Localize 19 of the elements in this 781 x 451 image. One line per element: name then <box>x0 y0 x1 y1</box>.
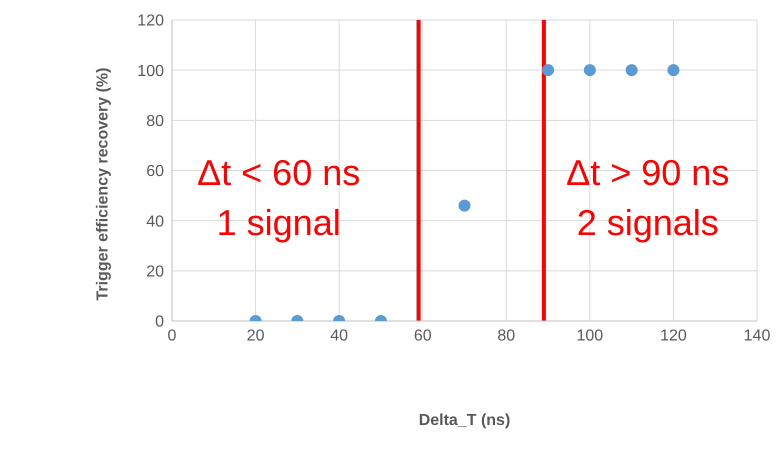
x-tick-label: 120 <box>660 327 687 344</box>
annotation: Δt > 90 ns 2 signals <box>565 150 730 245</box>
y-tick-label: 100 <box>137 62 164 80</box>
y-tick-label: 120 <box>137 12 164 30</box>
x-tick-label: 0 <box>168 327 177 344</box>
x-tick-label: 140 <box>744 327 770 344</box>
y-tick-label: 20 <box>146 264 164 281</box>
x-tick-label: 40 <box>330 327 348 344</box>
x-tick-label: 60 <box>414 327 432 344</box>
x-tick-label: 20 <box>246 327 265 344</box>
annotation: Δt < 60 ns 1 signal <box>197 152 360 243</box>
x-tick-label: 80 <box>497 327 516 344</box>
y-axis-title: Trigger efficiency recovery (%) <box>94 68 112 300</box>
x-axis-title: Delta_T (ns) <box>418 412 510 429</box>
y-tick-label: 40 <box>146 213 164 230</box>
y-tick-label: 0 <box>155 314 164 331</box>
x-tick-label: 100 <box>576 327 604 344</box>
y-tick-label: 80 <box>146 113 164 130</box>
y-tick-label: 60 <box>146 163 164 180</box>
